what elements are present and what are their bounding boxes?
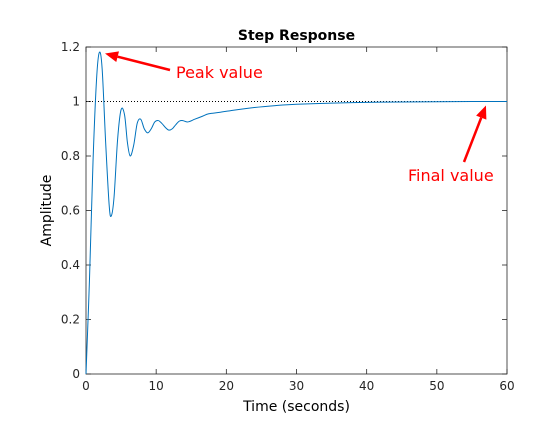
peak-arrow-shaft	[117, 55, 171, 72]
y-tick-label: 1.2	[61, 40, 80, 54]
x-tick-label: 60	[499, 379, 514, 393]
y-axis-label: Amplitude	[39, 175, 55, 247]
x-axis-label: Time (seconds)	[242, 399, 350, 415]
y-tick-label: 1	[72, 95, 80, 109]
peak-value-annotation: Peak value	[176, 63, 263, 82]
x-tick-label: 30	[289, 379, 304, 393]
x-tick-label: 50	[429, 379, 444, 393]
final-arrow-shaft	[462, 117, 483, 163]
y-tick-label: 0.4	[61, 258, 80, 272]
chart-title: Step Response	[238, 28, 355, 44]
peak-arrow-head	[105, 51, 119, 62]
x-tick-label: 20	[219, 379, 234, 393]
x-tick-label: 40	[359, 379, 374, 393]
plot-area	[85, 46, 508, 375]
final-arrow-head	[476, 105, 487, 120]
x-tick-label: 0	[82, 379, 90, 393]
step-response-line	[85, 51, 508, 375]
x-tick-label: 10	[149, 379, 164, 393]
y-tick-label: 0.8	[61, 149, 80, 163]
y-tick-label: 0.6	[61, 204, 80, 218]
y-tick-label: 0.2	[61, 313, 80, 327]
final-value-annotation: Final value	[408, 166, 494, 185]
y-tick-label: 0	[72, 367, 80, 381]
